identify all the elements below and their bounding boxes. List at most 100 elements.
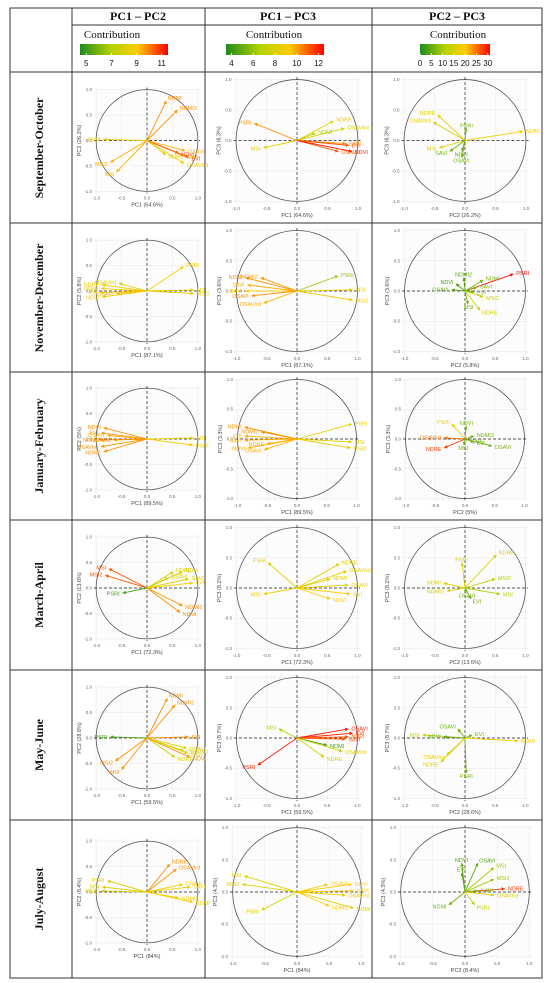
y-tick-label: 1.0 xyxy=(86,386,93,391)
vector-label: EVI xyxy=(477,291,486,297)
vector-label: NDRE xyxy=(508,887,524,893)
loading-vector xyxy=(146,704,176,739)
vector-label: OSAVI xyxy=(171,575,188,581)
vector-label: NDRE xyxy=(336,118,352,124)
biplot-panel: -1.0-1.0 -0.5 -0.5 0.0 0.0 0.5 0.5 1.0 1.0 PC1 (7… xyxy=(217,525,371,666)
vector-label: PSRI xyxy=(242,765,255,771)
loading-vector xyxy=(241,882,298,893)
y-tick-label: -0.5 xyxy=(84,915,92,920)
loading-vector xyxy=(464,587,501,596)
x-tick-label: 0.0 xyxy=(144,947,151,952)
loading-vector xyxy=(464,578,496,589)
x-tick-label: 0.0 xyxy=(294,206,301,211)
loading-vector xyxy=(464,286,478,292)
loading-vector xyxy=(296,891,330,907)
vector-label: MSI xyxy=(410,733,420,739)
vector-label: MSI xyxy=(105,172,115,178)
biplot-panel: -1.0-1.0 -0.5 -0.5 0.0 0.0 0.5 0.5 1.0 1.0 PC1 (6… xyxy=(217,77,369,219)
vector-label: MSI xyxy=(197,436,207,442)
column-header-pc2-pc3: PC2 – PC3 xyxy=(429,9,485,23)
loading-vector xyxy=(296,737,343,753)
x-axis-title: PC2 (28.6%) xyxy=(449,810,481,816)
vector-label: SAVI xyxy=(193,885,206,891)
vector-label: NDMI xyxy=(169,694,184,700)
vector-label: PSRI xyxy=(476,905,489,911)
biplot-panel: -1.0-1.0 -0.5 -0.5 0.0 0.0 0.5 0.5 1.0 1.0 PC2 (1… xyxy=(385,525,529,666)
y-tick-label: -0.5 xyxy=(224,319,232,324)
loading-vector xyxy=(437,114,466,141)
vector-label: MSI2 xyxy=(486,296,499,302)
loading-vector xyxy=(462,277,466,292)
vector-label: NDRE xyxy=(85,451,101,457)
loading-vector xyxy=(263,587,298,596)
loading-vector xyxy=(460,872,466,893)
loading-vector xyxy=(464,130,524,141)
colorbar-tick-label: 10 xyxy=(438,59,447,68)
x-tick-label: -1.0 xyxy=(234,503,242,508)
loading-vector xyxy=(296,563,340,589)
x-tick-label: -1.0 xyxy=(229,961,237,966)
loading-vector xyxy=(464,734,473,739)
column-header-pc1-pc3: PC1 – PC3 xyxy=(260,9,316,23)
loading-vector xyxy=(460,140,466,158)
vector-label: PSRI xyxy=(92,878,105,884)
vector-label: OSAVI xyxy=(351,583,368,589)
x-tick-label: 0.5 xyxy=(324,653,331,658)
x-tick-label: 1.0 xyxy=(354,356,361,361)
vector-label: OSAVIrd xyxy=(349,568,370,574)
y-tick-label: 0.0 xyxy=(86,890,93,895)
vector-label: NDMI xyxy=(229,275,244,281)
vector-label: SAVI xyxy=(435,151,448,157)
loading-vector xyxy=(296,891,354,909)
y-tick-label: 1.0 xyxy=(225,77,232,82)
y-tick-label: 0.0 xyxy=(393,138,400,143)
y-tick-label: -0.5 xyxy=(392,319,400,324)
vector-label: PSRI xyxy=(107,592,120,598)
x-tick-label: -1.0 xyxy=(401,803,409,808)
x-axis-title: PC2 (13.6%) xyxy=(449,660,481,666)
vector-label: EVI xyxy=(475,732,484,738)
x-tick-label: -1.0 xyxy=(232,206,240,211)
x-tick-label: 0.5 xyxy=(492,653,499,658)
loading-vector xyxy=(106,879,148,893)
x-tick-label: -0.5 xyxy=(118,793,126,798)
vector-label: OSAVIrd xyxy=(187,163,208,169)
loading-vector xyxy=(146,587,183,607)
vector-label: MSI2 xyxy=(95,162,108,168)
colorbar-tick-label: 15 xyxy=(449,59,458,68)
biplot-panel: -1.0-1.0 -0.5 -0.5 0.0 0.0 0.5 0.5 1.0 1.0 PC1 (6… xyxy=(77,87,208,208)
y-axis-title: PC3 (3.3%) xyxy=(386,425,392,454)
x-tick-label: -0.5 xyxy=(431,206,439,211)
y-tick-label: 1.0 xyxy=(226,228,233,233)
x-tick-label: -0.5 xyxy=(118,196,126,201)
x-tick-label: 1.0 xyxy=(522,803,529,808)
loading-vector xyxy=(464,737,519,743)
biplot-panel: -1.0-1.0 -0.5 -0.5 0.0 0.0 0.5 0.5 1.0 1.0 PC1 (8… xyxy=(218,377,368,516)
x-axis-title: PC1 (89.5%) xyxy=(281,510,313,516)
vector-label: PSRI xyxy=(455,558,468,564)
vector-label: OSAVI xyxy=(459,594,476,600)
y-tick-label: 0.5 xyxy=(86,560,93,565)
vector-label: OSAVIrd xyxy=(77,445,98,451)
x-tick-label: 0.5 xyxy=(324,206,331,211)
vector-label: MSI2 xyxy=(90,572,103,578)
loading-vector xyxy=(115,737,148,762)
vector-label: NDMI2 xyxy=(241,275,258,281)
vector-label: SAVI xyxy=(357,889,370,895)
y-tick-label: 1.0 xyxy=(393,77,400,82)
row-label-july-august: July-August xyxy=(32,868,46,931)
vector-label: MSI xyxy=(232,873,242,879)
x-axis-title: PC2 (8.4%) xyxy=(451,968,480,974)
loading-vector xyxy=(464,867,495,893)
vector-label: NDMI2 xyxy=(180,106,197,112)
vector-label: NDVI xyxy=(351,735,365,741)
vector-label: OSAVIrd xyxy=(423,755,444,761)
x-tick-label: -1.0 xyxy=(92,947,100,952)
loading-vector xyxy=(278,728,298,739)
y-axis-title: PC2 (5.8%) xyxy=(77,277,83,306)
biplot-panel: -1.0-1.0 -0.5 -0.5 0.0 0.0 0.5 0.5 1.0 1.0 PC2 (8… xyxy=(381,825,533,974)
y-axis-title: PC3 (3.6%) xyxy=(217,277,223,306)
vector-label: MSI xyxy=(89,885,99,891)
biplot-panel: -1.0-1.0 -0.5 -0.5 0.0 0.0 0.5 0.5 1.0 1.0 PC2 (5… xyxy=(385,228,530,369)
vector-label: NDRE xyxy=(327,757,343,763)
